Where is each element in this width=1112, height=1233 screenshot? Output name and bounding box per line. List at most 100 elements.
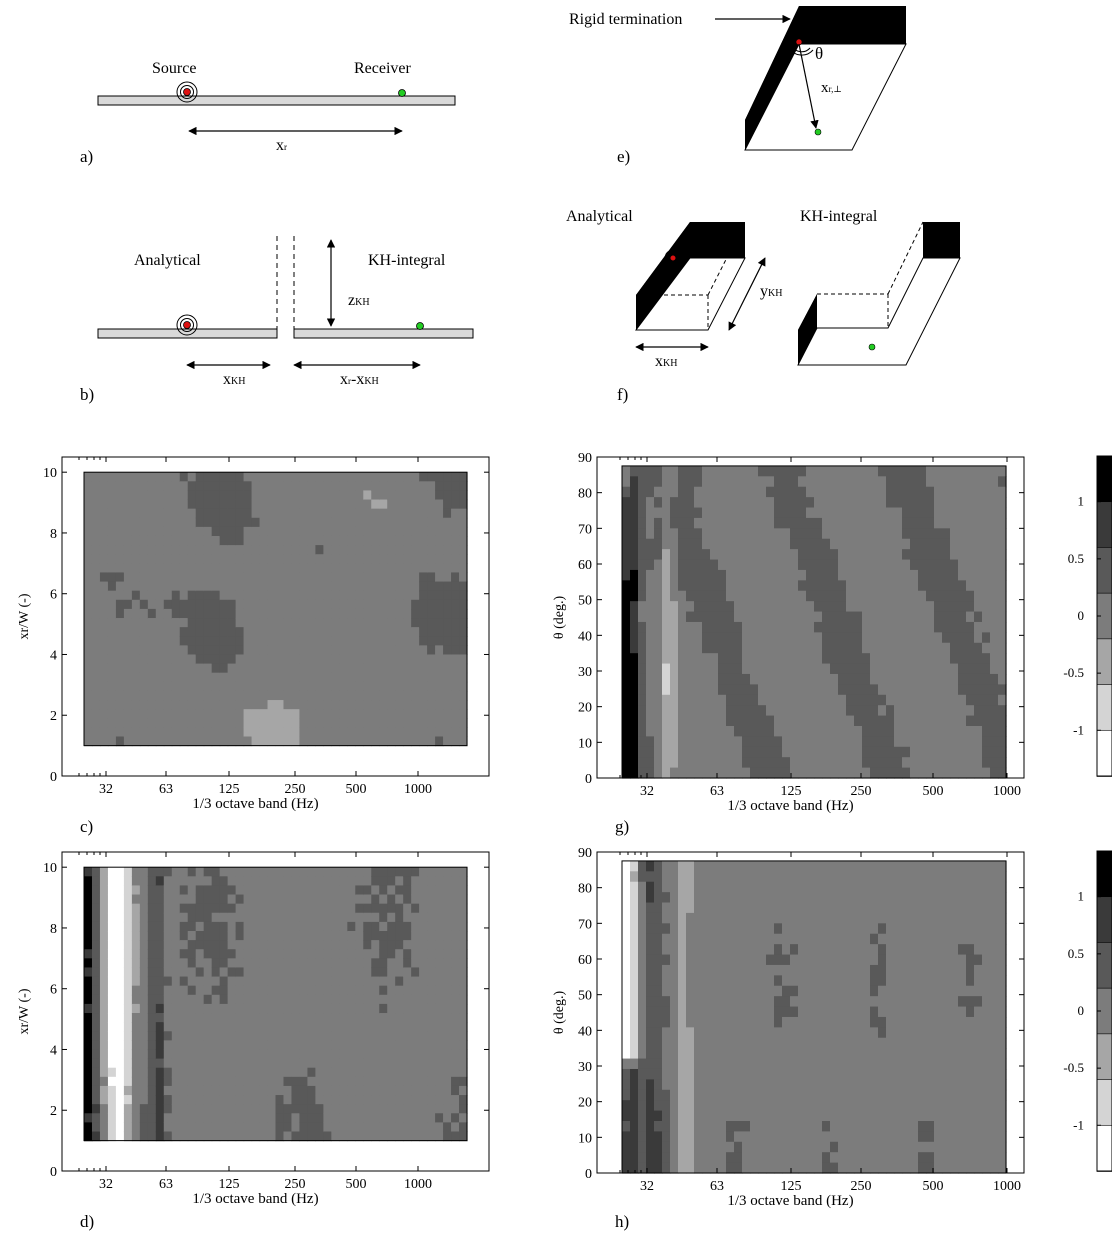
contour-cell xyxy=(315,563,324,574)
contour-cell xyxy=(275,930,285,941)
contour-cell xyxy=(339,608,348,619)
contour-cell xyxy=(131,1040,141,1051)
contour-cell xyxy=(950,486,959,498)
contour-cell xyxy=(403,581,412,592)
contour-cell xyxy=(243,940,253,950)
contour-cell xyxy=(219,1085,229,1096)
contour-cell xyxy=(251,727,261,738)
contour-cell xyxy=(147,545,157,555)
contour-cell xyxy=(347,554,356,564)
contour-cell xyxy=(670,1006,679,1018)
contour-cell xyxy=(243,1013,253,1023)
contour-cell xyxy=(267,1076,277,1087)
contour-cell xyxy=(387,1058,396,1069)
contour-cell xyxy=(686,590,695,602)
contour-cell xyxy=(387,1003,396,1014)
contour-cell xyxy=(459,1031,468,1041)
contour-cell xyxy=(155,894,165,905)
contour-cell xyxy=(726,632,735,644)
contour-cell xyxy=(107,709,117,719)
contour-cell xyxy=(235,618,245,628)
contour-cell xyxy=(974,497,983,509)
contour-cell xyxy=(379,572,388,583)
contour-cell xyxy=(84,508,93,519)
contour-cell xyxy=(211,718,221,728)
contour-cell xyxy=(774,559,783,571)
contour-cell xyxy=(654,590,663,602)
contour-cell xyxy=(630,860,639,872)
contour-cell xyxy=(622,1120,631,1132)
contour-cell xyxy=(91,718,101,728)
contour-cell xyxy=(147,535,157,546)
contour-cell xyxy=(662,1141,671,1153)
contour-cell xyxy=(163,1049,173,1060)
contour-cell xyxy=(307,994,316,1005)
contour-cell xyxy=(267,599,277,610)
contour-cell xyxy=(830,663,839,675)
contour-cell xyxy=(710,944,719,956)
contour-cell xyxy=(718,559,727,571)
contour-cell xyxy=(990,663,999,675)
contour-cell xyxy=(235,1031,245,1041)
contour-cell xyxy=(774,663,783,675)
contour-cell xyxy=(878,715,887,727)
contour-cell xyxy=(299,940,309,950)
contour-cell xyxy=(355,654,364,665)
contour-cell xyxy=(726,860,735,872)
contour-cell xyxy=(726,725,735,737)
contour-cell xyxy=(622,486,631,498)
contour-cell xyxy=(459,508,468,519)
contour-cell xyxy=(686,694,695,706)
contour-cell xyxy=(443,958,452,969)
contour-cell xyxy=(259,517,269,528)
contour-cell xyxy=(163,940,173,950)
contour-cell xyxy=(371,994,380,1005)
plate-right xyxy=(293,328,474,339)
contour-cell xyxy=(630,944,639,956)
contour-cell xyxy=(862,486,871,498)
contour-cell xyxy=(806,528,815,540)
contour-cell xyxy=(718,673,727,685)
contour-fill xyxy=(622,860,1007,1174)
contour-cell xyxy=(662,996,671,1008)
contour-cell xyxy=(211,554,221,564)
contour-cell xyxy=(371,690,380,701)
contour-cell xyxy=(846,767,855,779)
contour-cell xyxy=(403,1076,412,1087)
contour-cell xyxy=(854,497,863,509)
contour-cell xyxy=(694,964,703,976)
contour-cell xyxy=(363,681,372,692)
analytical-label: Analytical xyxy=(566,208,633,225)
contour-cell xyxy=(355,681,364,692)
contour-cell xyxy=(742,642,751,654)
contour-cell xyxy=(299,1022,309,1032)
contour-cell xyxy=(123,700,133,710)
contour-cell xyxy=(227,618,237,628)
contour-cell xyxy=(918,746,927,758)
contour-cell xyxy=(347,1067,356,1078)
contour-cell xyxy=(654,673,663,685)
contour-cell xyxy=(219,985,229,996)
contour-cell xyxy=(638,871,647,883)
contour-cell xyxy=(419,526,428,537)
contour-cell xyxy=(99,921,109,932)
contour-cell xyxy=(846,549,855,561)
contour-cell xyxy=(411,535,420,546)
contour-cell xyxy=(966,528,975,540)
contour-cell xyxy=(275,709,285,719)
contour-cell xyxy=(694,1089,703,1101)
contour-cell xyxy=(662,653,671,665)
contour-cell xyxy=(934,486,943,498)
contour-cell xyxy=(942,673,951,685)
contour-cell xyxy=(926,476,935,488)
contour-cell xyxy=(443,1076,452,1087)
contour-cell xyxy=(251,994,261,1005)
contour-cell xyxy=(155,508,165,519)
contour-cell xyxy=(435,517,444,528)
contour-cell xyxy=(147,581,157,592)
contour-cell xyxy=(155,1095,165,1105)
contour-cell xyxy=(678,725,687,737)
contour-cell xyxy=(419,554,428,564)
contour-cell xyxy=(259,681,269,692)
x-kh-label: xKH xyxy=(223,371,245,388)
